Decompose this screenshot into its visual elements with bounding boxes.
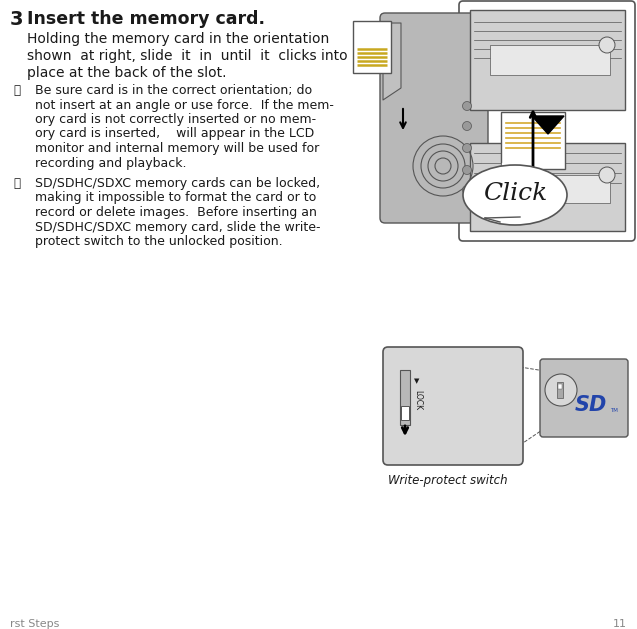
Text: LOCK: LOCK [413,390,422,410]
Polygon shape [383,23,401,100]
Text: SD/SDHC/SDXC memory cards can be locked,: SD/SDHC/SDXC memory cards can be locked, [35,177,320,190]
Text: Insert the memory card.: Insert the memory card. [27,10,265,28]
Bar [353,21,391,73]
Bar [401,406,409,420]
Text: Be sure card is in the correct orientation; do: Be sure card is in the correct orientati… [35,84,312,97]
Polygon shape [485,217,520,222]
Text: ⓘ: ⓘ [13,177,20,190]
Text: Write-protect switch: Write-protect switch [388,474,508,487]
FancyBboxPatch shape [383,347,523,465]
Text: ory card is not correctly inserted or no mem-: ory card is not correctly inserted or no… [35,113,316,126]
Text: ory card is inserted,    will appear in the LCD: ory card is inserted, will appear in the… [35,128,314,140]
Circle shape [462,101,471,111]
Bar [558,384,562,389]
FancyBboxPatch shape [470,10,625,110]
Text: shown  at right, slide  it  in  until  it  clicks into: shown at right, slide it in until it cli… [27,49,348,63]
Polygon shape [532,116,564,134]
Circle shape [462,121,471,130]
Text: Holding the memory card in the orientation: Holding the memory card in the orientati… [27,32,329,46]
Text: place at the back of the slot.: place at the back of the slot. [27,66,227,80]
Circle shape [599,37,615,53]
Text: ▼: ▼ [414,378,419,384]
Circle shape [462,186,471,194]
Text: record or delete images.  Before inserting an: record or delete images. Before insertin… [35,206,317,219]
Text: TM: TM [610,408,618,413]
Text: Click: Click [483,182,547,204]
Text: protect switch to the unlocked position.: protect switch to the unlocked position. [35,235,283,248]
Text: monitor and internal memory will be used for: monitor and internal memory will be used… [35,142,319,155]
Bar [490,45,610,75]
FancyBboxPatch shape [501,112,565,169]
Circle shape [462,165,471,174]
FancyBboxPatch shape [540,359,628,437]
Text: SD/SDHC/SDXC memory card, slide the write-: SD/SDHC/SDXC memory card, slide the writ… [35,221,320,233]
FancyBboxPatch shape [459,1,635,241]
Text: making it impossible to format the card or to: making it impossible to format the card … [35,191,316,204]
Text: SD: SD [575,395,607,415]
Polygon shape [502,163,512,168]
Text: ⓘ: ⓘ [13,84,20,97]
Bar [400,370,410,425]
FancyBboxPatch shape [380,13,488,223]
Text: 3: 3 [10,10,24,29]
Text: 11: 11 [613,619,627,629]
FancyBboxPatch shape [470,143,625,231]
Circle shape [462,143,471,152]
Bar [490,175,610,203]
Circle shape [599,167,615,183]
Ellipse shape [463,165,567,225]
Text: rst Steps: rst Steps [10,619,59,629]
Circle shape [545,374,577,406]
Bar [557,382,563,398]
Text: not insert at an angle or use force.  If the mem-: not insert at an angle or use force. If … [35,99,334,111]
Text: recording and playback.: recording and playback. [35,157,187,169]
